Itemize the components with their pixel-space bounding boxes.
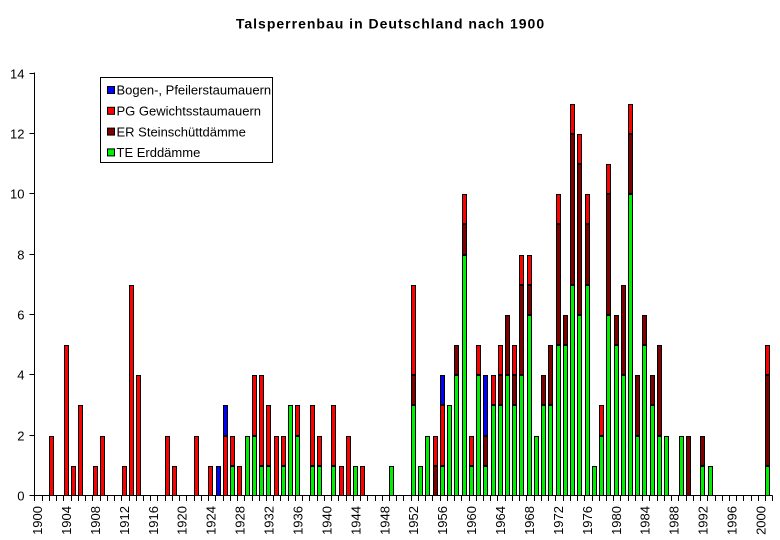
svg-text:1948: 1948 bbox=[377, 506, 392, 535]
svg-text:1912: 1912 bbox=[117, 506, 132, 535]
svg-text:2000: 2000 bbox=[753, 506, 768, 535]
svg-text:TE Erddämme: TE Erddämme bbox=[117, 145, 201, 160]
svg-text:1992: 1992 bbox=[696, 506, 711, 535]
svg-text:1960: 1960 bbox=[464, 506, 479, 535]
svg-text:1920: 1920 bbox=[175, 506, 190, 535]
svg-text:1916: 1916 bbox=[146, 506, 161, 535]
svg-text:1900: 1900 bbox=[30, 506, 45, 535]
svg-text:2: 2 bbox=[17, 429, 24, 444]
svg-text:1932: 1932 bbox=[262, 506, 277, 535]
svg-text:6: 6 bbox=[17, 308, 24, 323]
svg-text:1944: 1944 bbox=[348, 506, 363, 535]
svg-text:1952: 1952 bbox=[406, 506, 421, 535]
svg-text:1936: 1936 bbox=[291, 506, 306, 535]
svg-text:1904: 1904 bbox=[59, 506, 74, 535]
svg-text:1964: 1964 bbox=[493, 506, 508, 535]
svg-text:8: 8 bbox=[17, 248, 24, 263]
svg-text:PG Gewichtsstaumauern: PG Gewichtsstaumauern bbox=[117, 104, 262, 119]
svg-text:12: 12 bbox=[10, 127, 24, 142]
svg-text:10: 10 bbox=[10, 187, 24, 202]
svg-text:1972: 1972 bbox=[551, 506, 566, 535]
svg-text:1996: 1996 bbox=[725, 506, 740, 535]
svg-text:ER Steinschüttdämme: ER Steinschüttdämme bbox=[117, 124, 246, 139]
svg-text:14: 14 bbox=[10, 67, 24, 82]
svg-text:1980: 1980 bbox=[609, 506, 624, 535]
svg-text:1968: 1968 bbox=[522, 506, 537, 535]
svg-text:0: 0 bbox=[17, 489, 24, 504]
svg-text:1956: 1956 bbox=[435, 506, 450, 535]
svg-text:1928: 1928 bbox=[233, 506, 248, 535]
svg-text:1976: 1976 bbox=[580, 506, 595, 535]
svg-text:Bogen-, Pfeilerstaumauern: Bogen-, Pfeilerstaumauern bbox=[117, 83, 272, 98]
svg-text:1984: 1984 bbox=[638, 506, 653, 535]
svg-text:4: 4 bbox=[17, 368, 24, 383]
svg-text:1988: 1988 bbox=[667, 506, 682, 535]
svg-text:1940: 1940 bbox=[319, 506, 334, 535]
svg-text:1924: 1924 bbox=[204, 506, 219, 535]
svg-text:Talsperrenbau in Deutschland n: Talsperrenbau in Deutschland nach 1900 bbox=[236, 16, 545, 32]
svg-text:1908: 1908 bbox=[88, 506, 103, 535]
